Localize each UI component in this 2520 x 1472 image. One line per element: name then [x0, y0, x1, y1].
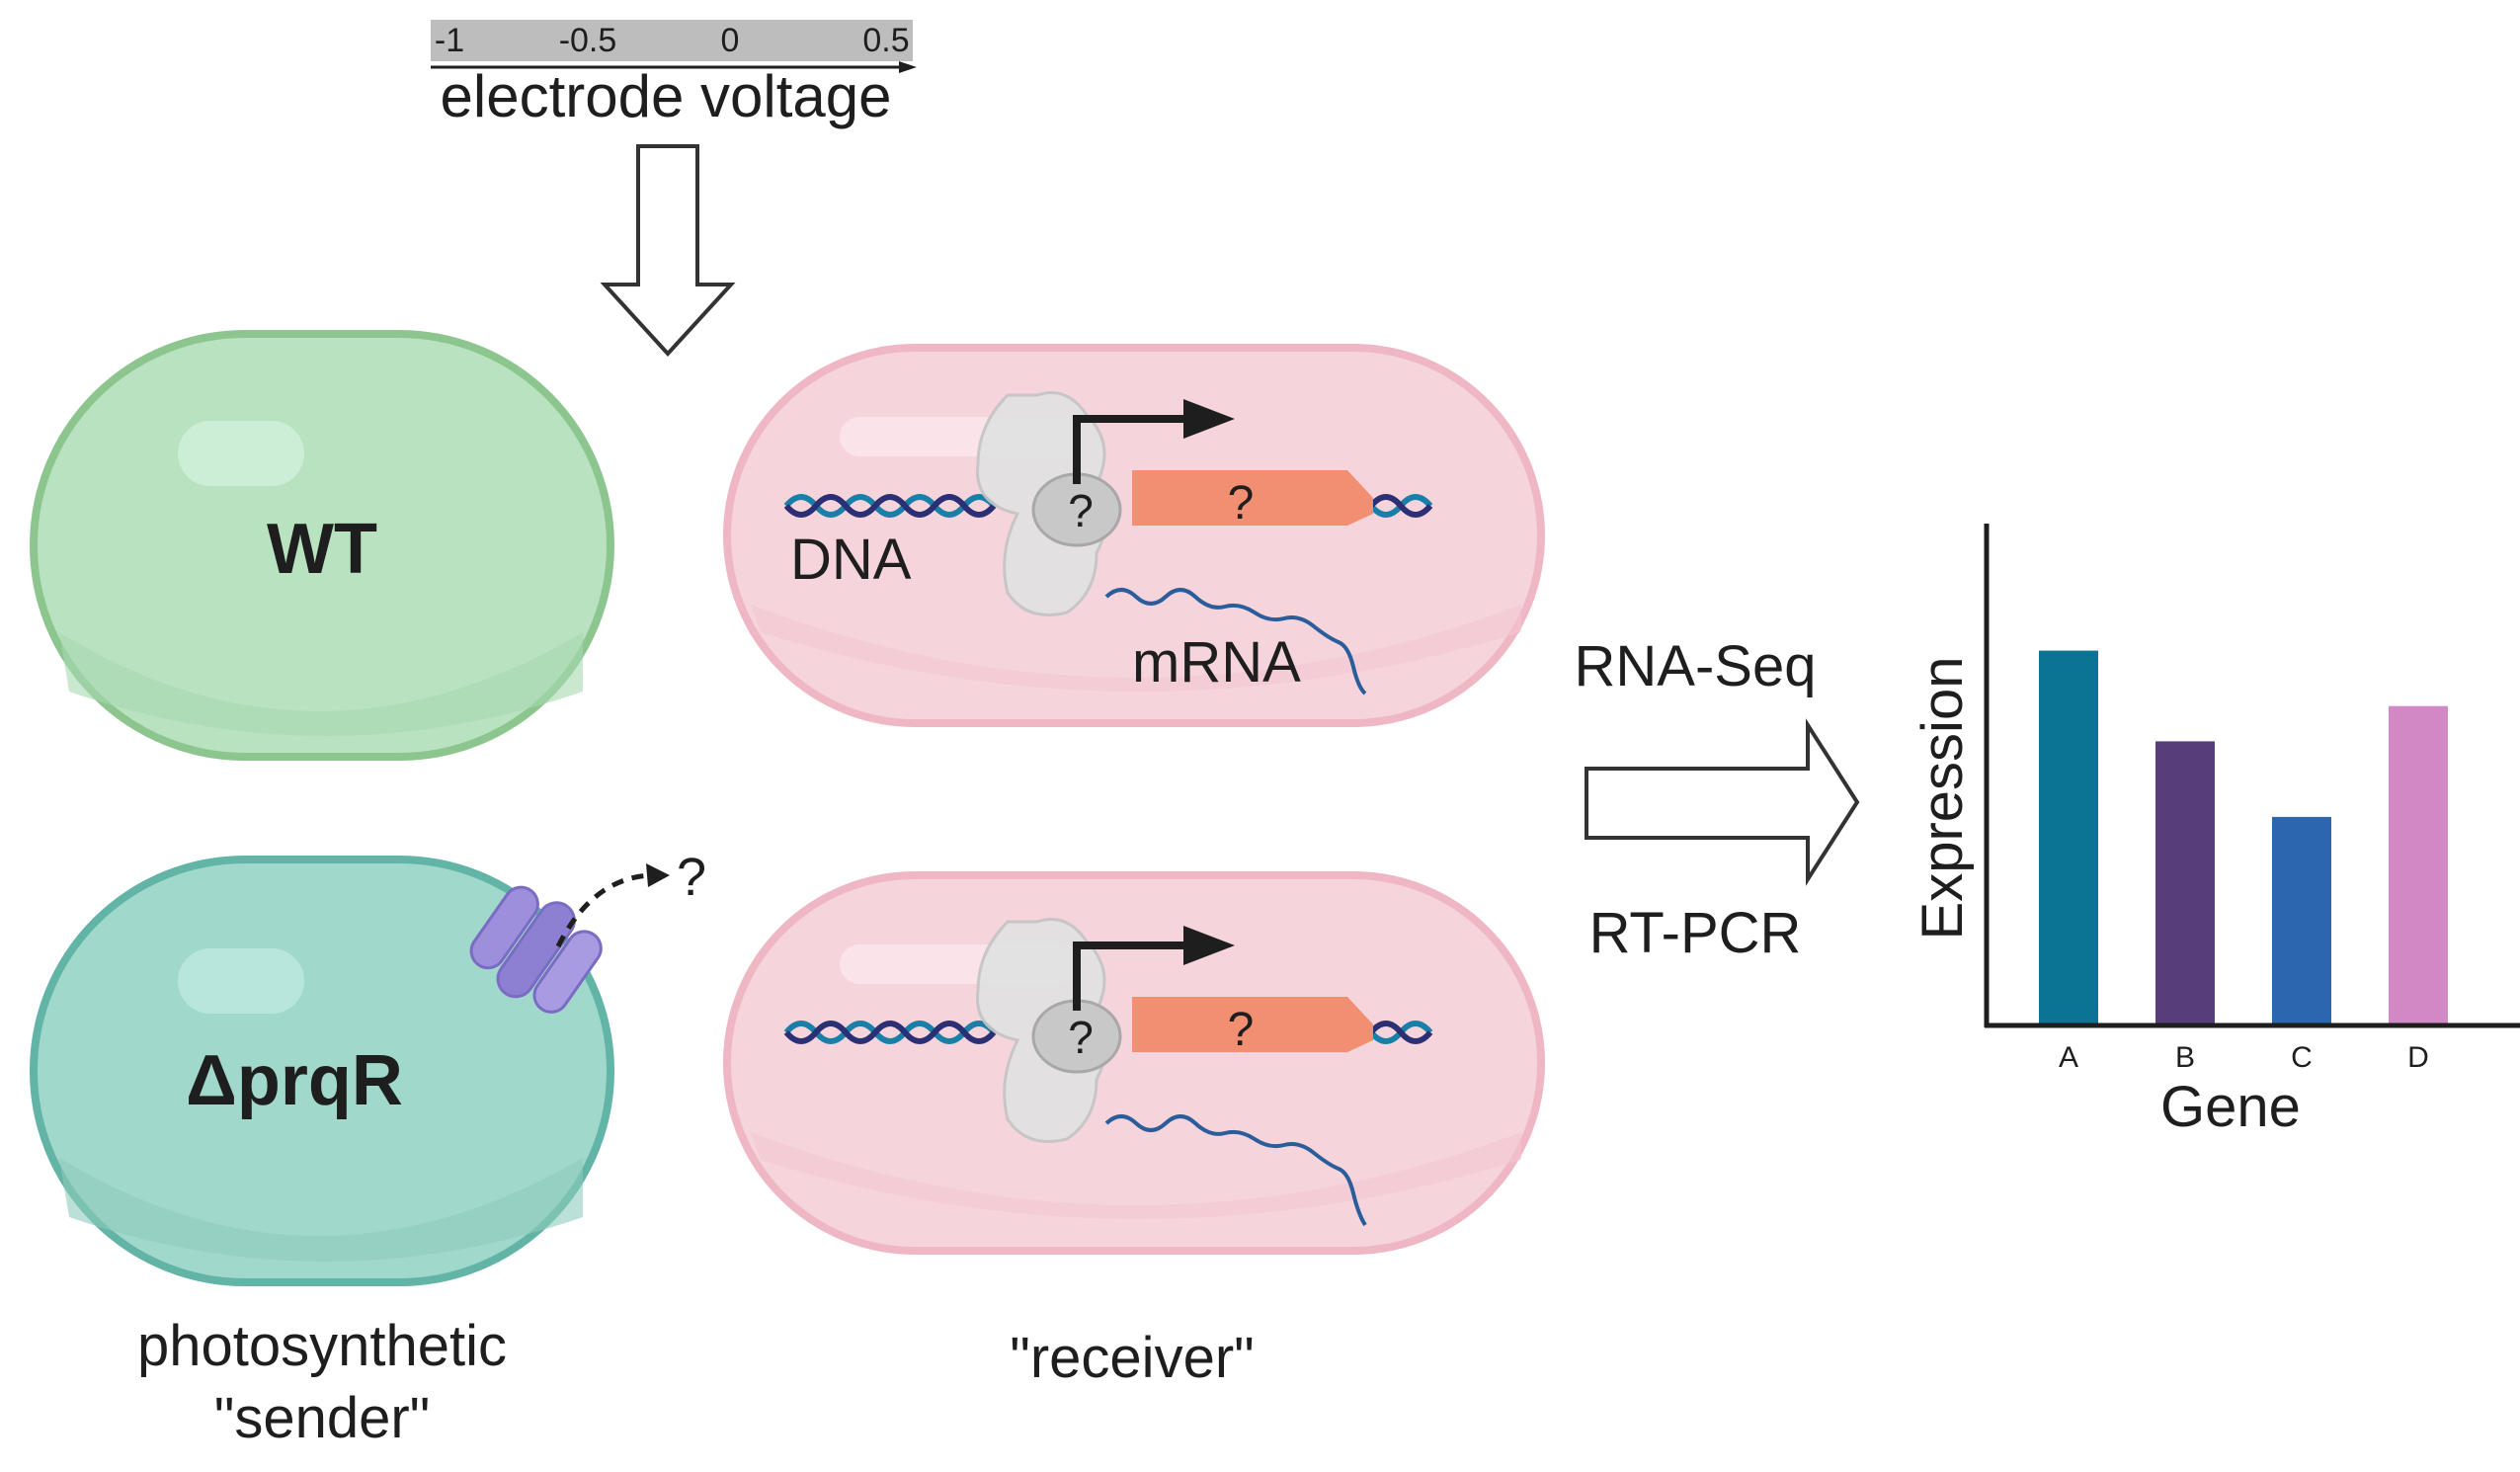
sender-caption-line2: "sender"	[214, 1386, 431, 1450]
sender-cell-body	[30, 856, 614, 1286]
chart-bar-c	[2272, 816, 2331, 1023]
chart-tick-label-d: D	[2407, 1041, 2429, 1074]
cell-shading	[59, 632, 583, 736]
gene-arrow-icon	[1132, 997, 1373, 1052]
chart-bar-b	[2155, 741, 2215, 1023]
promoter-arrow-line	[1073, 415, 1185, 484]
cell-highlight	[178, 421, 304, 486]
regulator-unknown-label: ?	[1068, 485, 1094, 536]
voltage-scale-bar	[431, 20, 913, 61]
chart-x-axis-label: Gene	[2160, 1075, 2301, 1139]
receiver-cell-bottom: ? ?	[723, 871, 1545, 1255]
cell-shading	[751, 605, 1521, 692]
method-label-rtpcr: RT-PCR	[1589, 901, 1802, 965]
expression-bar-chart: A B C D Gene Expression	[1910, 524, 2520, 1139]
cell-shading	[751, 1132, 1521, 1219]
regulator-unknown-label: ?	[1068, 1012, 1094, 1063]
cell-shading	[59, 1158, 583, 1262]
gene-unknown-label: ?	[1228, 1004, 1255, 1056]
receiver-caption: "receiver"	[1010, 1326, 1254, 1390]
sender-cell-body	[30, 330, 614, 761]
chart-bar-d	[2389, 705, 2448, 1023]
chart-tick-label-c: C	[2291, 1041, 2313, 1074]
chart-tick-label-a: A	[2059, 1041, 2078, 1074]
down-arrow-icon	[600, 144, 736, 357]
promoter-arrow-line	[1073, 941, 1185, 1011]
chart-tick-labels: A B C D	[2059, 1041, 2429, 1074]
voltage-tick-label: -1	[435, 22, 464, 59]
chart-y-axis-label: Expression	[1910, 657, 1975, 940]
sender-cell-label: WT	[267, 510, 377, 589]
gene-arrow-icon	[1132, 470, 1373, 526]
receiver-cell-top: ? ? DNA mRNA	[723, 344, 1545, 727]
voltage-axis-arrowhead-icon	[899, 61, 917, 73]
cell-highlight	[178, 948, 304, 1014]
mrna-strand-icon	[1104, 588, 1367, 695]
efflux-unknown-label: ?	[677, 848, 706, 907]
mrna-strand-icon	[1104, 1114, 1367, 1227]
voltage-scale-title: electrode voltage	[441, 63, 892, 129]
efflux-arrowhead-icon	[646, 863, 670, 887]
voltage-tick-label: 0.5	[862, 22, 909, 59]
chart-bars	[2039, 650, 2448, 1023]
efflux-dashed-line	[555, 872, 653, 948]
voltage-tick-label: 0	[721, 22, 740, 59]
method-label-rnaseq: RNA-Seq	[1575, 634, 1817, 698]
promoter-arrowhead-icon	[1183, 399, 1235, 439]
right-arrow-icon	[1585, 718, 1860, 886]
sender-cell-label: ΔprqR	[186, 1041, 403, 1120]
transporter-protein-icon	[469, 885, 603, 1014]
chart-tick-label-b: B	[2175, 1041, 2195, 1074]
gene-unknown-label: ?	[1228, 477, 1255, 530]
dna-label: DNA	[790, 528, 912, 592]
receiver-cell-body	[723, 871, 1545, 1255]
promoter-arrowhead-icon	[1183, 926, 1235, 965]
sender-caption-line1: photosynthetic	[137, 1314, 507, 1378]
sender-cell-prqr: ΔprqR ?	[30, 848, 706, 1286]
voltage-tick-label: -0.5	[559, 22, 617, 59]
mrna-label: mRNA	[1132, 630, 1301, 695]
chart-bar-a	[2039, 650, 2098, 1023]
voltage-scale: -1 -0.5 0 0.5 electrode voltage	[431, 20, 917, 129]
sender-cell-wt: WT	[30, 330, 614, 761]
